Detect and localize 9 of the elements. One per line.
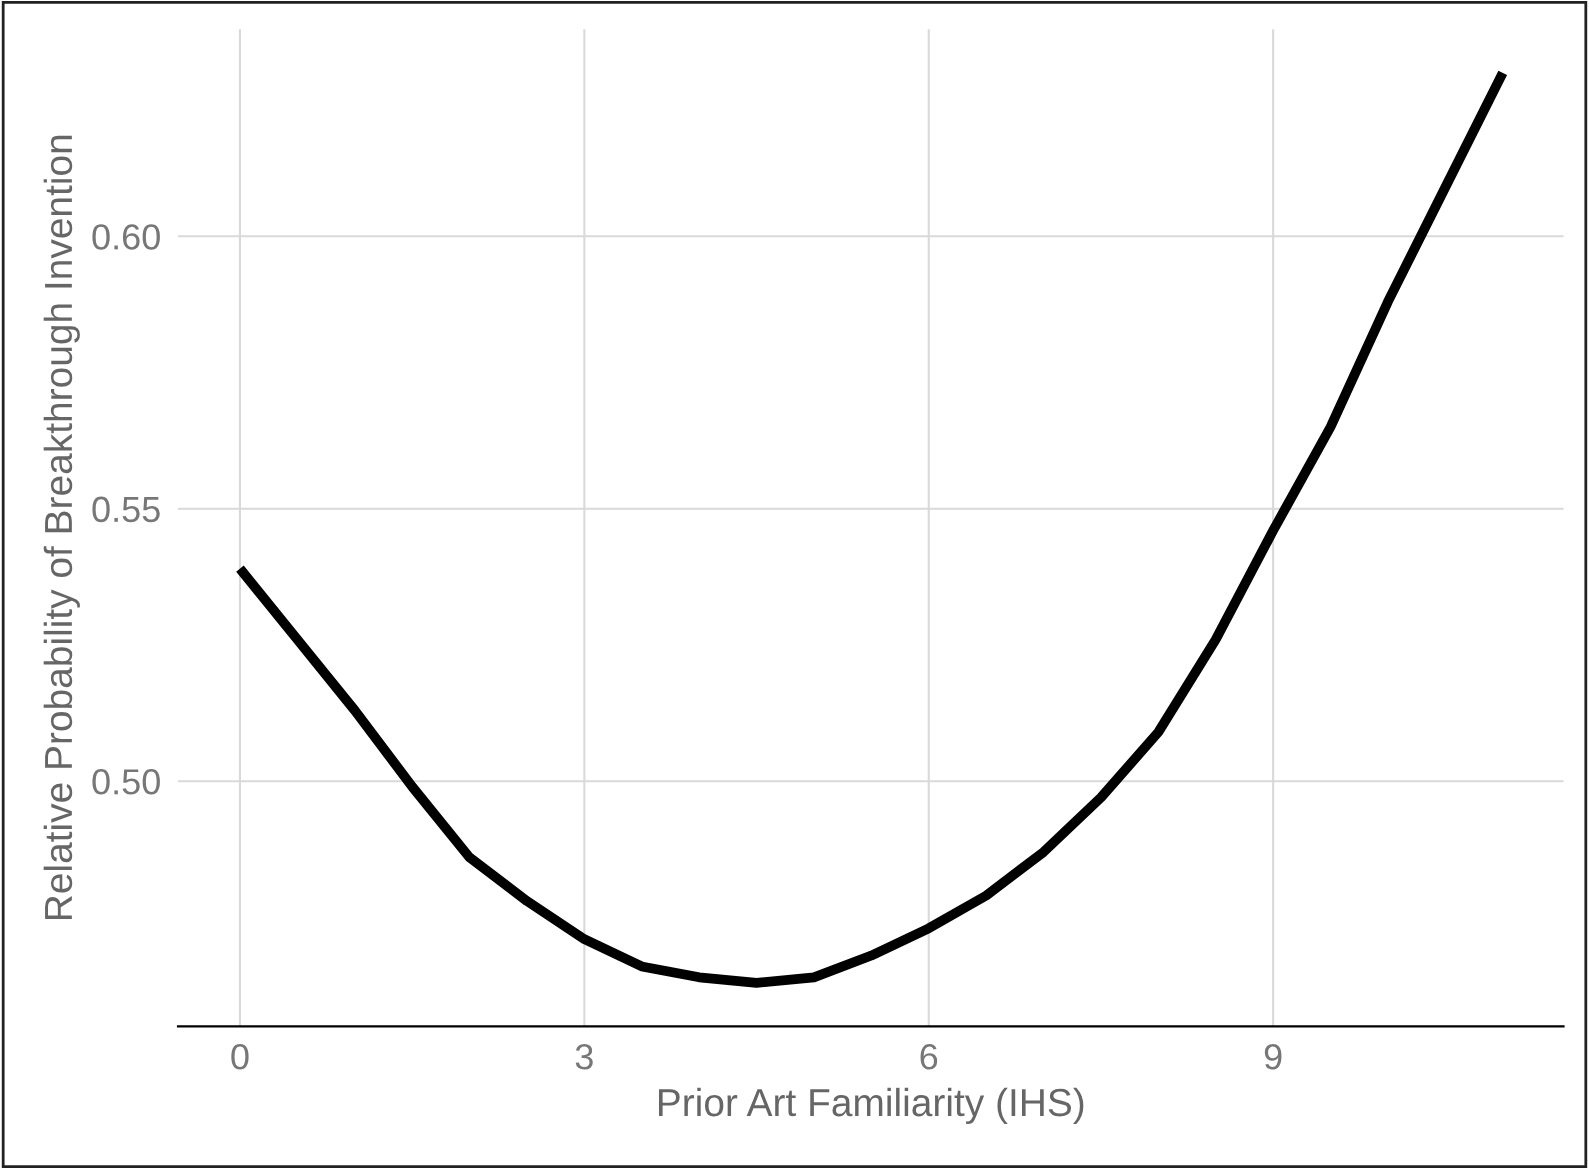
x-tick-label: 9: [1264, 1044, 1282, 1070]
x-axis-title: Prior Art Familiarity (IHS): [658, 1087, 1084, 1125]
y-tick-label: 0.50: [92, 769, 160, 795]
x-tick-label: 0: [231, 1044, 249, 1070]
y-tick-label: 0.60: [92, 224, 160, 250]
y-axis-title: Relative Probability of Breakthrough Invention: [43, 135, 80, 920]
x-tick-label: 6: [920, 1044, 938, 1070]
x-tick-label: 3: [575, 1044, 593, 1070]
y-tick-label: 0.55: [92, 496, 160, 523]
